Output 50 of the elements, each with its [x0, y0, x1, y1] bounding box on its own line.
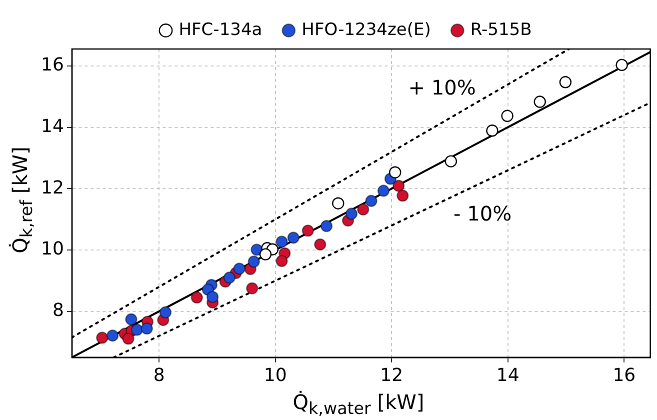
point: [396, 190, 409, 202]
point: [223, 272, 236, 284]
y-tick-label: 14: [41, 116, 64, 137]
legend-label: HFO-1234ze(E): [302, 20, 431, 40]
y-tick-label: 12: [41, 177, 64, 198]
point: [302, 224, 314, 237]
point: [276, 254, 288, 268]
point: [534, 96, 546, 108]
point: [125, 313, 138, 326]
point: [392, 180, 405, 192]
annotation: + 10%: [408, 75, 476, 100]
point: [314, 238, 326, 251]
legend-label: R-515B: [470, 20, 532, 40]
point: [140, 322, 153, 335]
point: [332, 197, 344, 210]
point: [206, 290, 219, 304]
point: [96, 332, 108, 344]
x-tick-label: 8: [153, 364, 165, 386]
legend-label: HFC-134a: [178, 20, 262, 40]
point: [233, 262, 246, 275]
point: [559, 76, 572, 88]
y-tick-label: 8: [52, 300, 64, 322]
annotation: - 10%: [454, 202, 512, 226]
x-axis-title: Q̇$_{k,water}$ [kW]: [292, 390, 426, 418]
point: [287, 232, 300, 244]
point: [501, 110, 514, 122]
point: [106, 330, 119, 342]
point: [377, 184, 390, 197]
point: [345, 208, 358, 220]
y-tick-label: 10: [41, 238, 64, 260]
x-tick-label: 14: [496, 364, 520, 386]
x-tick-label: 12: [380, 364, 404, 386]
point: [190, 291, 203, 304]
x-tick-label: 10: [264, 364, 287, 386]
point: [248, 256, 260, 268]
point: [276, 236, 288, 248]
point: [486, 124, 498, 137]
x-tick-label: 16: [612, 364, 636, 386]
point: [320, 220, 333, 232]
point: [389, 166, 402, 178]
point: [365, 194, 378, 207]
point: [259, 248, 272, 260]
point: [616, 58, 628, 72]
y-tick-label: 16: [41, 54, 64, 76]
point: [357, 203, 370, 216]
point: [444, 155, 458, 168]
point: [130, 324, 144, 336]
point: [122, 332, 134, 345]
point: [246, 282, 258, 294]
point: [159, 306, 172, 318]
